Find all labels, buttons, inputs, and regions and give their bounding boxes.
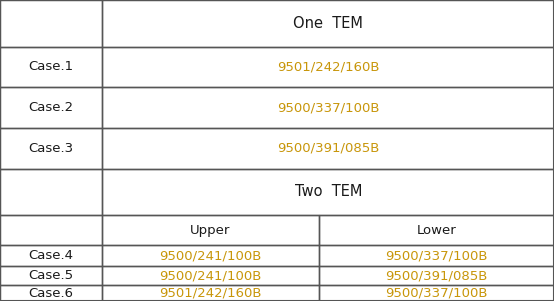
Bar [319,285,554,301]
Bar [102,285,319,301]
Bar [102,266,319,285]
Text: Case.2: Case.2 [29,101,74,114]
Bar [0,128,102,169]
Text: Lower: Lower [417,224,456,237]
Bar [319,245,554,266]
Text: 9500/391/085B: 9500/391/085B [385,269,488,282]
Text: 9500/241/100B: 9500/241/100B [160,249,261,262]
Bar [0,0,102,47]
Text: 9500/337/100B: 9500/337/100B [385,287,488,300]
Text: 9500/391/085B: 9500/391/085B [277,142,379,155]
Bar [102,215,319,245]
Bar [102,47,554,87]
Text: Case.4: Case.4 [29,249,74,262]
Bar [102,169,554,215]
Text: 9500/241/100B: 9500/241/100B [160,269,261,282]
Text: Case.6: Case.6 [29,287,74,300]
Bar [102,0,554,47]
Bar [0,169,102,215]
Text: Upper: Upper [191,224,230,237]
Text: One  TEM: One TEM [293,16,363,31]
Text: Case.1: Case.1 [29,61,74,73]
Text: 9500/337/100B: 9500/337/100B [385,249,488,262]
Bar [0,215,102,245]
Text: Case.3: Case.3 [29,142,74,155]
Bar [0,285,102,301]
Text: 9500/337/100B: 9500/337/100B [277,101,379,114]
Bar [0,245,102,266]
Bar [0,87,102,128]
Bar [102,87,554,128]
Text: Two  TEM: Two TEM [295,185,362,199]
Bar [0,47,102,87]
Text: 9501/242/160B: 9501/242/160B [159,287,262,300]
Bar [319,266,554,285]
Text: Case.5: Case.5 [29,269,74,282]
Text: 9501/242/160B: 9501/242/160B [277,61,379,73]
Bar [319,215,554,245]
Bar [0,266,102,285]
Bar [102,245,319,266]
Bar [102,128,554,169]
